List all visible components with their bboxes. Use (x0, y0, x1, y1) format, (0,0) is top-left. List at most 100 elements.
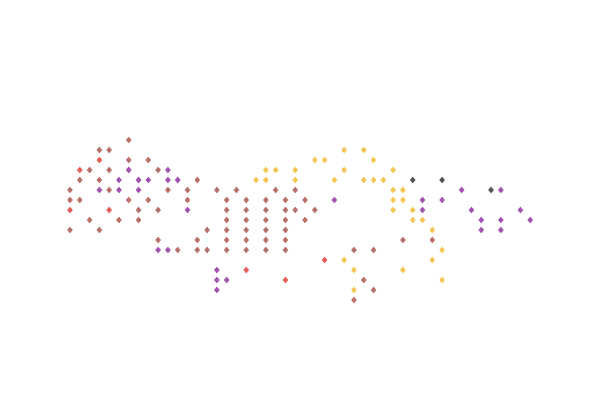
data-point-s0-p31 (302, 196, 308, 204)
data-point-s0-p13 (194, 176, 201, 184)
data-point-s3-p29 (400, 266, 406, 274)
data-point-s0-p17 (184, 186, 191, 194)
data-point-s1-p12 (439, 196, 445, 204)
data-point-s3-p9 (390, 166, 397, 174)
data-point-s0-p46 (282, 216, 289, 224)
data-point-s0-p1 (96, 146, 103, 154)
data-point-s0-p20 (272, 186, 279, 194)
data-point-s3-p25 (429, 226, 436, 234)
data-point-s0-p35 (243, 206, 250, 214)
data-point-s3-p21 (390, 206, 397, 214)
data-point-s0-p66 (223, 246, 230, 254)
data-point-s3-p4 (370, 156, 377, 164)
data-point-s0-p53 (262, 226, 269, 234)
data-point-s0-p60 (282, 236, 289, 244)
data-point-s3-p26 (439, 246, 445, 254)
data-point-s3-p20 (400, 196, 406, 204)
data-point-s0-p38 (292, 206, 299, 214)
data-point-s1-p7 (116, 186, 122, 194)
data-point-s0-p15 (106, 186, 113, 194)
data-point-s3-p19 (390, 196, 397, 204)
data-point-s0-p70 (351, 246, 357, 254)
data-point-s3-p27 (341, 256, 348, 264)
data-point-s0-p16 (165, 186, 171, 194)
data-point-s0-p9 (76, 176, 83, 184)
data-point-s0-p41 (116, 216, 122, 224)
data-point-s0-p44 (243, 216, 250, 224)
data-point-s1-p16 (419, 206, 426, 214)
data-point-s1-p29 (213, 286, 220, 294)
data-point-s0-p64 (194, 246, 201, 254)
data-point-s2-p4 (243, 266, 250, 274)
data-point-s1-p15 (184, 206, 191, 214)
data-point-s1-p11 (419, 196, 426, 204)
data-point-s0-p47 (302, 216, 308, 224)
data-point-s0-p51 (223, 226, 230, 234)
data-point-s1-p19 (478, 216, 485, 224)
data-point-s3-p14 (360, 176, 367, 184)
data-point-s0-p52 (243, 226, 250, 234)
data-point-s3-p5 (262, 166, 269, 174)
data-point-s0-p6 (106, 166, 113, 174)
data-point-s1-p26 (213, 266, 220, 274)
data-point-s0-p36 (262, 206, 269, 214)
data-point-s2-p6 (321, 256, 328, 264)
data-point-s0-p72 (360, 276, 367, 284)
data-point-s0-p48 (67, 226, 73, 234)
data-point-s0-p33 (155, 206, 162, 214)
data-point-s3-p2 (311, 156, 318, 164)
data-point-s0-p21 (292, 186, 299, 194)
data-point-s0-p26 (184, 196, 191, 204)
data-point-s3-p32 (351, 286, 357, 294)
data-point-s0-p24 (125, 196, 132, 204)
data-point-s1-p9 (174, 176, 181, 184)
data-point-s3-p10 (253, 176, 259, 184)
data-point-s0-p0 (125, 136, 132, 144)
data-point-s0-p65 (204, 246, 210, 254)
data-point-s2-p2 (67, 206, 73, 214)
data-point-s0-p4 (145, 156, 152, 164)
data-point-s3-p15 (370, 176, 377, 184)
data-point-s1-p0 (125, 166, 132, 174)
data-point-s0-p43 (223, 216, 230, 224)
data-point-s0-p8 (155, 166, 162, 174)
data-point-s0-p40 (86, 216, 93, 224)
data-point-s0-p3 (125, 156, 132, 164)
data-point-s0-p22 (67, 196, 73, 204)
data-point-s0-p32 (135, 206, 142, 214)
data-point-s3-p17 (390, 186, 397, 194)
data-point-s0-p74 (351, 296, 357, 304)
data-point-s0-p68 (262, 246, 269, 254)
data-point-s0-p18 (213, 186, 220, 194)
data-point-s1-p22 (478, 226, 485, 234)
data-point-s3-p16 (380, 176, 387, 184)
data-point-s0-p37 (282, 206, 289, 214)
data-point-s3-p7 (292, 166, 299, 174)
data-point-s3-p12 (292, 176, 299, 184)
data-point-s3-p30 (351, 266, 357, 274)
data-point-s0-p49 (96, 226, 103, 234)
data-point-s0-p5 (86, 166, 93, 174)
data-point-s3-p18 (400, 186, 406, 194)
data-point-s0-p56 (194, 236, 201, 244)
data-point-s0-p63 (174, 246, 181, 254)
data-point-s2-p3 (106, 206, 113, 214)
data-point-s0-p50 (204, 226, 210, 234)
data-point-s1-p4 (145, 176, 152, 184)
data-point-s3-p0 (341, 146, 348, 154)
data-point-s0-p19 (233, 186, 240, 194)
data-point-s0-p23 (76, 196, 83, 204)
data-point-s4-p2 (488, 186, 494, 194)
data-point-s0-p30 (282, 196, 289, 204)
data-point-s1-p3 (135, 176, 142, 184)
data-point-s1-p5 (165, 176, 171, 184)
data-point-s4-p0 (409, 176, 416, 184)
data-point-s0-p2 (106, 146, 113, 154)
data-point-s0-p42 (135, 216, 142, 224)
data-point-s3-p1 (360, 146, 367, 154)
data-point-s0-p39 (311, 206, 318, 214)
data-point-s1-p8 (135, 186, 142, 194)
data-point-s3-p24 (419, 216, 426, 224)
